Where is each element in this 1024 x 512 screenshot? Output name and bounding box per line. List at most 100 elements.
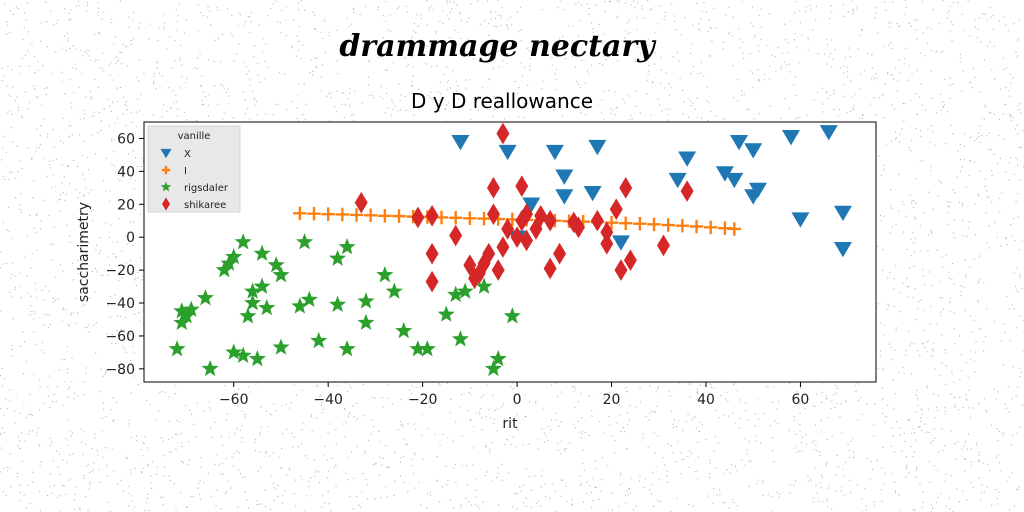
data-point-rigsdaler	[376, 266, 394, 283]
legend-label-shikaree: shikaree	[184, 200, 226, 211]
x-tick-label: −40	[313, 392, 343, 408]
data-point-i	[633, 216, 647, 231]
data-point-rigsdaler	[475, 277, 493, 294]
data-point-x	[725, 172, 744, 189]
data-point-rigsdaler	[300, 290, 318, 307]
legend-marker-rigsdaler	[160, 181, 172, 192]
legend-marker-x	[160, 148, 172, 159]
data-point-rigsdaler	[329, 295, 347, 312]
data-point-shikaree	[623, 249, 637, 272]
data-point-rigsdaler	[437, 305, 455, 322]
data-point-i	[675, 218, 690, 233]
data-point-i	[321, 207, 335, 221]
data-point-shikaree	[486, 177, 500, 199]
y-tick-label: −60	[105, 329, 135, 345]
data-point-rigsdaler	[357, 292, 375, 309]
plot-area-frame	[143, 121, 877, 383]
series-shikaree	[354, 122, 694, 293]
data-point-i	[689, 219, 704, 234]
data-point-rigsdaler	[447, 285, 465, 303]
data-point-rigsdaler	[234, 346, 252, 363]
data-point-rigsdaler	[296, 233, 314, 250]
data-point-rigsdaler	[196, 289, 214, 306]
data-point-shikaree	[501, 218, 515, 240]
data-point-shikaree	[619, 177, 633, 199]
data-point-shikaree	[425, 270, 439, 293]
data-point-rigsdaler	[173, 302, 191, 319]
data-point-x	[611, 235, 630, 251]
data-point-rigsdaler	[329, 249, 347, 266]
data-point-shikaree	[543, 257, 557, 280]
data-point-shikaree	[609, 198, 623, 221]
data-point-i	[463, 211, 477, 226]
chart-suptitle: drammage nectary	[339, 29, 657, 64]
chart-title: D y D reallowance	[411, 89, 593, 113]
data-point-rigsdaler	[267, 256, 285, 273]
data-point-shikaree	[425, 242, 439, 265]
data-point-rigsdaler	[338, 238, 356, 255]
data-point-rigsdaler	[272, 338, 290, 355]
data-point-rigsdaler	[484, 359, 503, 377]
x-axis-label: rit	[502, 416, 518, 432]
data-point-shikaree	[463, 254, 477, 276]
y-tick-label: 0	[126, 230, 135, 246]
data-point-shikaree	[515, 175, 529, 197]
data-point-rigsdaler	[182, 300, 200, 317]
data-point-i	[647, 217, 661, 232]
data-point-i	[363, 208, 378, 223]
data-point-shikaree	[496, 122, 510, 145]
data-point-rigsdaler	[451, 330, 469, 347]
data-point-x	[819, 125, 838, 141]
x-tick-label: −60	[219, 392, 249, 408]
x-tick-label: 60	[792, 392, 810, 408]
data-point-shikaree	[534, 204, 548, 227]
data-point-rigsdaler	[272, 266, 290, 283]
legend-label-x: X	[184, 149, 191, 160]
data-point-shikaree	[590, 209, 604, 232]
data-point-shikaree	[571, 216, 585, 239]
data-point-rigsdaler	[248, 349, 266, 367]
y-tick-label: 40	[117, 164, 135, 180]
series-x	[451, 125, 852, 258]
data-point-shikaree	[543, 209, 557, 232]
data-point-rigsdaler	[456, 282, 474, 299]
data-point-x	[791, 212, 810, 228]
data-point-rigsdaler	[357, 313, 375, 331]
y-tick-label: −40	[105, 296, 135, 312]
data-point-shikaree	[680, 180, 694, 202]
data-point-shikaree	[496, 236, 510, 258]
x-axis: −60 −40 −20 0 20 40 60	[219, 382, 809, 408]
data-point-shikaree	[486, 203, 500, 225]
data-point-i	[477, 211, 491, 226]
data-point-rigsdaler	[385, 282, 403, 299]
data-point-x	[833, 205, 852, 222]
x-tick-label: 0	[513, 392, 522, 408]
data-point-rigsdaler	[310, 331, 328, 349]
data-point-shikaree	[600, 221, 614, 244]
data-point-rigsdaler	[168, 340, 186, 357]
data-point-rigsdaler	[291, 297, 309, 314]
data-point-shikaree	[567, 211, 581, 234]
data-point-shikaree	[491, 259, 505, 281]
plot-area	[168, 122, 852, 377]
data-point-i	[335, 207, 350, 222]
data-point-i	[661, 218, 675, 232]
data-point-shikaree	[449, 224, 463, 247]
data-point-x	[498, 144, 517, 161]
data-point-rigsdaler	[225, 343, 243, 360]
data-point-rigsdaler	[418, 340, 436, 357]
data-point-x	[715, 166, 734, 182]
data-point-shikaree	[614, 259, 628, 281]
x-tick-label: −20	[408, 392, 438, 408]
data-point-rigsdaler	[239, 307, 257, 324]
data-point-x	[451, 134, 470, 151]
data-point-i	[448, 211, 463, 225]
data-point-x	[744, 143, 763, 159]
data-point-x	[668, 172, 687, 189]
data-point-shikaree	[510, 226, 524, 248]
data-point-shikaree	[553, 242, 567, 265]
data-point-shikaree	[529, 218, 543, 240]
data-point-i	[618, 216, 633, 230]
data-point-shikaree	[520, 229, 534, 252]
